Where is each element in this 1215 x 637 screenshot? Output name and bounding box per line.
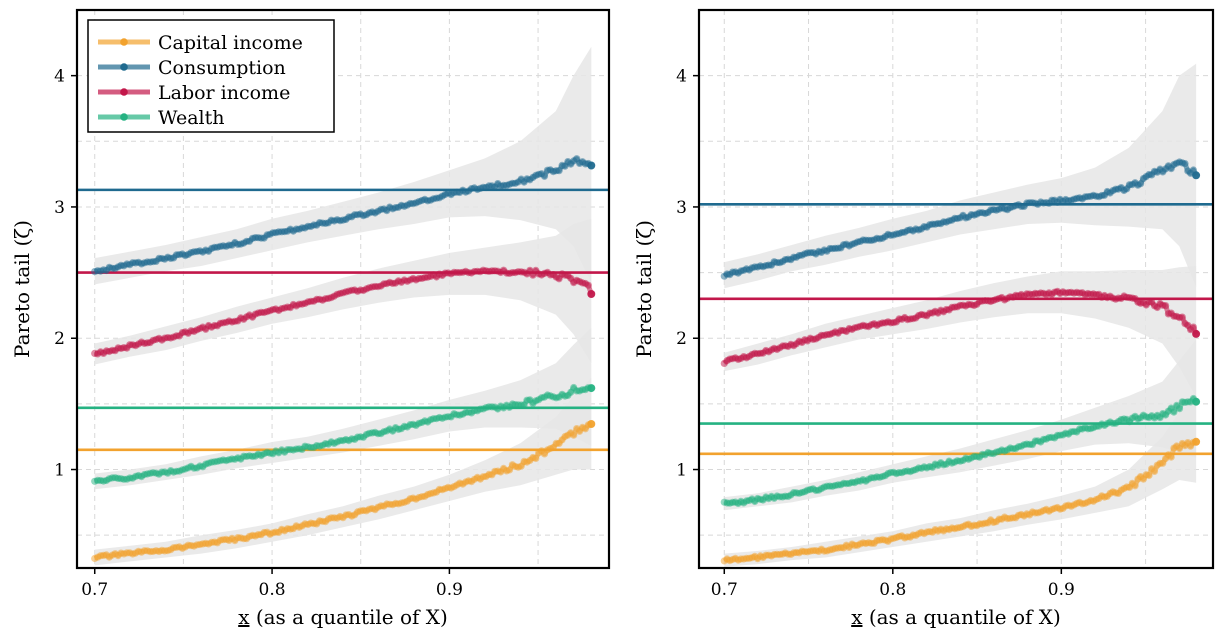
data-point [555,167,563,175]
data-point [1162,302,1170,310]
x-axis-label-variable: x [238,605,250,629]
legend: Capital income Consumption Labor income Wea… [87,19,335,133]
x-axis-label: x (as a quantile of X) [238,605,448,629]
y-tick-label: 2 [676,329,687,349]
data-point [532,454,540,463]
legend-swatch-marker [120,63,128,71]
series-consumption [720,158,1201,280]
legend-swatch-marker [120,113,128,121]
x-axis-label-text: (as a quantile of X) [249,605,447,629]
y-tick-label: 3 [54,198,65,218]
series-labor [91,266,596,358]
legend-swatch-marker [120,38,128,46]
plot-area [699,63,1213,567]
data-point [1150,467,1159,475]
x-tick-label: 0.7 [711,580,738,600]
y-tick-label: 1 [676,461,687,481]
legend-label-consumption: Consumption [158,57,286,79]
data-point [1131,482,1139,490]
series-wealth [720,394,1201,508]
data-point [1178,313,1186,321]
left-chart-panel: 0.7 0.8 0.9 1 2 3 4 x (as a quantile of X) Paret… [10,8,611,629]
x-tick-label: 0.9 [436,580,463,600]
data-point-end [587,420,596,428]
y-tick-label: 1 [54,461,65,481]
x-tick-label: 0.7 [81,580,108,600]
y-axis-label: Pareto tail (ζ) [632,220,656,358]
y-tick-label: 2 [54,329,65,349]
data-point-end [1192,437,1201,446]
axes-frame [697,8,1215,570]
data-point [570,431,578,439]
data-point [1189,323,1197,331]
legend-swatch-marker [120,88,128,96]
legend-label-wealth: Wealth [158,107,225,129]
y-tick-label: 4 [54,67,65,87]
series-labor [720,287,1201,367]
data-point-end [587,290,596,298]
legend-label-capital: Capital income [158,32,303,54]
series-capital [91,420,596,563]
data-point-end [1192,171,1201,180]
data-point [540,172,549,180]
series-consumption [91,155,596,276]
data-point-end [1192,329,1201,338]
x-axis-label: x (as a quantile of X) [851,605,1061,629]
confidence-band-consumption [724,63,1197,289]
data-point-end [1192,397,1201,406]
x-tick-label: 0.8 [879,580,906,600]
data-point-end [587,384,596,393]
y-tick-label: 4 [676,67,687,87]
data-point [1175,405,1184,413]
data-point [1167,453,1175,461]
x-tick-label: 0.8 [259,580,286,600]
right-chart-panel: 0.7 0.8 0.9 1 2 3 4 x (as a quantile of X) Paret… [632,8,1215,629]
data-point [1170,408,1178,416]
data-point [1145,471,1153,480]
axes-frame [75,8,611,570]
y-axis-label: Pareto tail (ζ) [10,220,34,358]
plot-area [77,46,609,566]
data-point [1181,160,1189,168]
legend-label-labor: Labor income [158,82,290,104]
x-axis-label-variable: x [851,605,863,629]
confidence-band-labor [724,266,1197,398]
confidence-band-capital [724,398,1197,567]
data-point-end [587,161,596,170]
x-tick-label: 0.9 [1048,580,1075,600]
data-point [584,281,592,289]
series-capital [720,437,1201,565]
legend-box [87,19,335,133]
y-tick-label: 3 [676,198,687,218]
x-axis-label-text: (as a quantile of X) [862,605,1060,629]
series-wealth [91,383,596,485]
